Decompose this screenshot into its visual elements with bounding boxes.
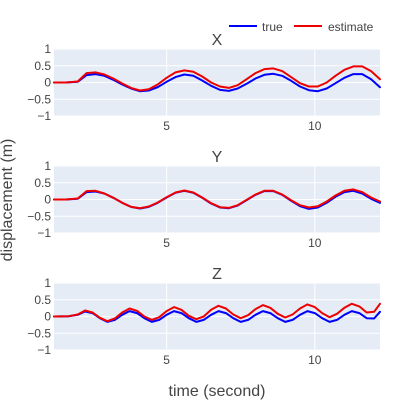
- y-tick-label: 1: [44, 276, 51, 290]
- y-tick-label: −1: [37, 226, 51, 240]
- y-axis-title: displacement (m): [0, 139, 16, 262]
- y-tick-label: −0.5: [27, 92, 51, 106]
- x-tick-label: 10: [308, 119, 322, 133]
- series-line-true: [53, 310, 381, 323]
- x-tick-label: 10: [308, 236, 322, 250]
- subplot-y: 1 0.5 0 −0.5 −1 5 10 Y: [27, 149, 381, 250]
- series-line-estimate: [53, 65, 381, 92]
- subplot-z: 1 0.5 0 −0.5 −1 5 10 Z: [27, 266, 381, 367]
- x-tick-label: 5: [163, 353, 170, 367]
- series-line-estimate: [53, 302, 381, 323]
- x-tick-label: 5: [163, 236, 170, 250]
- legend-estimate-label: estimate: [328, 20, 374, 34]
- y-tick-label: 1: [44, 42, 51, 56]
- y-tick-label: −0.5: [27, 209, 51, 223]
- y-tick-label: 0.5: [34, 293, 51, 307]
- y-tick-label: −1: [37, 109, 51, 123]
- y-tick-label: 0.5: [34, 176, 51, 190]
- legend-true-label: true: [262, 20, 283, 34]
- subplot-x: 1 0.5 0 −0.5 −1 5 10 X: [27, 32, 381, 133]
- series-line-estimate: [53, 188, 381, 210]
- subplot-panels: 1 0.5 0 −0.5 −1 5 10 X 1 0.5 0 −0.5 −1 5 10 Y 1 0.5 0 −0.5 −…: [27, 32, 381, 367]
- x-tick-label: 10: [308, 353, 322, 367]
- y-tick-label: 1: [44, 159, 51, 173]
- x-axis-title: time (second): [169, 383, 266, 400]
- y-tick-label: 0: [44, 193, 51, 207]
- subplot-title: Y: [212, 149, 223, 166]
- y-tick-label: −1: [37, 343, 51, 357]
- legend[interactable]: true estimate: [229, 20, 374, 34]
- subplot-title: Z: [212, 266, 222, 283]
- y-tick-label: 0.5: [34, 59, 51, 73]
- subplot-title: X: [212, 32, 223, 49]
- y-tick-label: −0.5: [27, 326, 51, 340]
- series-line-true: [53, 72, 381, 93]
- x-tick-label: 5: [163, 119, 170, 133]
- y-tick-label: 0: [44, 76, 51, 90]
- y-tick-label: 0: [44, 310, 51, 324]
